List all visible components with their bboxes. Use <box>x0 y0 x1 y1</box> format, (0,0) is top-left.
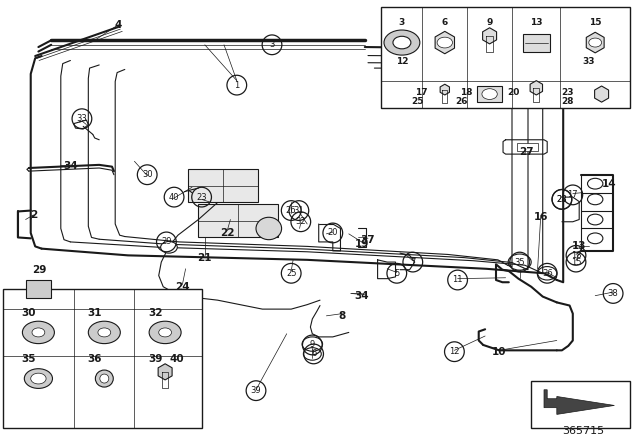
Circle shape <box>88 321 120 344</box>
Polygon shape <box>435 31 454 54</box>
Text: 6: 6 <box>442 18 448 27</box>
Circle shape <box>161 241 177 253</box>
Ellipse shape <box>100 374 109 383</box>
Polygon shape <box>544 390 614 414</box>
Text: 27: 27 <box>519 147 533 157</box>
Text: 1: 1 <box>234 81 239 90</box>
Text: 29: 29 <box>161 237 172 246</box>
Text: 7: 7 <box>410 258 415 267</box>
Polygon shape <box>530 81 543 95</box>
Text: 35: 35 <box>515 258 525 267</box>
Polygon shape <box>158 364 172 380</box>
Circle shape <box>482 89 497 99</box>
Circle shape <box>384 30 420 55</box>
Text: 20: 20 <box>507 88 519 97</box>
Text: 39: 39 <box>251 386 261 395</box>
Text: 13: 13 <box>572 241 586 251</box>
Polygon shape <box>483 28 497 44</box>
Bar <box>523 34 550 52</box>
Text: 12: 12 <box>396 57 408 66</box>
Text: 33: 33 <box>77 114 87 123</box>
Text: 36: 36 <box>87 354 102 364</box>
Circle shape <box>159 328 172 337</box>
Text: 19: 19 <box>355 239 369 249</box>
Text: 3: 3 <box>399 18 405 27</box>
Ellipse shape <box>256 217 282 240</box>
Bar <box>26 280 51 298</box>
Text: 35: 35 <box>21 354 36 364</box>
Text: 30: 30 <box>21 308 36 318</box>
Text: 365715: 365715 <box>563 426 605 436</box>
Text: 40: 40 <box>170 354 184 364</box>
Circle shape <box>22 321 54 344</box>
Text: 32: 32 <box>296 217 306 226</box>
Text: 17: 17 <box>415 88 428 97</box>
Circle shape <box>31 373 46 384</box>
Text: 28: 28 <box>557 195 567 204</box>
Text: 3: 3 <box>269 40 275 49</box>
Text: 6: 6 <box>311 349 316 358</box>
Text: 37: 37 <box>361 235 375 245</box>
Circle shape <box>24 369 52 388</box>
Text: 40: 40 <box>169 193 179 202</box>
Circle shape <box>437 37 452 48</box>
Polygon shape <box>586 32 604 53</box>
Text: 25: 25 <box>286 269 296 278</box>
Bar <box>477 86 502 102</box>
Text: 26: 26 <box>456 97 468 106</box>
Text: 28: 28 <box>557 195 567 204</box>
Text: 21: 21 <box>198 253 212 263</box>
Text: 30: 30 <box>142 170 152 179</box>
Text: 20: 20 <box>328 228 338 237</box>
Ellipse shape <box>95 370 113 387</box>
Text: 13: 13 <box>530 18 543 27</box>
Text: 10: 10 <box>492 347 506 357</box>
Text: 34: 34 <box>63 161 77 171</box>
Circle shape <box>393 36 411 49</box>
Text: 38: 38 <box>608 289 618 298</box>
Bar <box>531 381 630 428</box>
Text: 15: 15 <box>589 18 602 27</box>
Text: 32: 32 <box>148 308 163 318</box>
Text: 4: 4 <box>115 20 122 30</box>
Text: 17: 17 <box>568 190 578 199</box>
Circle shape <box>98 328 111 337</box>
Text: 33: 33 <box>582 57 595 66</box>
Text: 31: 31 <box>294 206 304 215</box>
Text: 23: 23 <box>196 193 207 202</box>
Bar <box>381 7 630 108</box>
Text: 29: 29 <box>32 265 46 275</box>
Text: 9: 9 <box>486 18 493 27</box>
Text: 18: 18 <box>571 251 581 260</box>
Bar <box>188 169 258 202</box>
Circle shape <box>589 38 602 47</box>
Text: 11: 11 <box>452 276 463 284</box>
Text: 18: 18 <box>460 88 472 97</box>
Polygon shape <box>595 86 609 102</box>
Text: 16: 16 <box>534 212 548 222</box>
Text: 36: 36 <box>542 269 552 278</box>
Text: 39: 39 <box>148 354 163 364</box>
Text: 5: 5 <box>394 269 399 278</box>
Bar <box>517 143 538 151</box>
Text: 2: 2 <box>29 210 37 220</box>
Text: 23: 23 <box>561 88 574 97</box>
Bar <box>3 289 202 428</box>
Text: 9: 9 <box>310 340 315 349</box>
Polygon shape <box>440 84 449 95</box>
Text: 34: 34 <box>355 291 369 301</box>
Text: 14: 14 <box>602 179 616 189</box>
Text: 26: 26 <box>286 206 296 215</box>
Circle shape <box>32 328 45 337</box>
Bar <box>198 204 278 237</box>
Text: 8: 8 <box>339 311 346 321</box>
Text: 24: 24 <box>175 282 189 292</box>
Circle shape <box>149 321 181 344</box>
Text: 12: 12 <box>449 347 460 356</box>
Text: 31: 31 <box>87 308 102 318</box>
Text: 15: 15 <box>571 258 581 267</box>
Text: 25: 25 <box>411 97 423 106</box>
Text: 22: 22 <box>220 228 234 238</box>
Text: 28: 28 <box>561 97 573 106</box>
